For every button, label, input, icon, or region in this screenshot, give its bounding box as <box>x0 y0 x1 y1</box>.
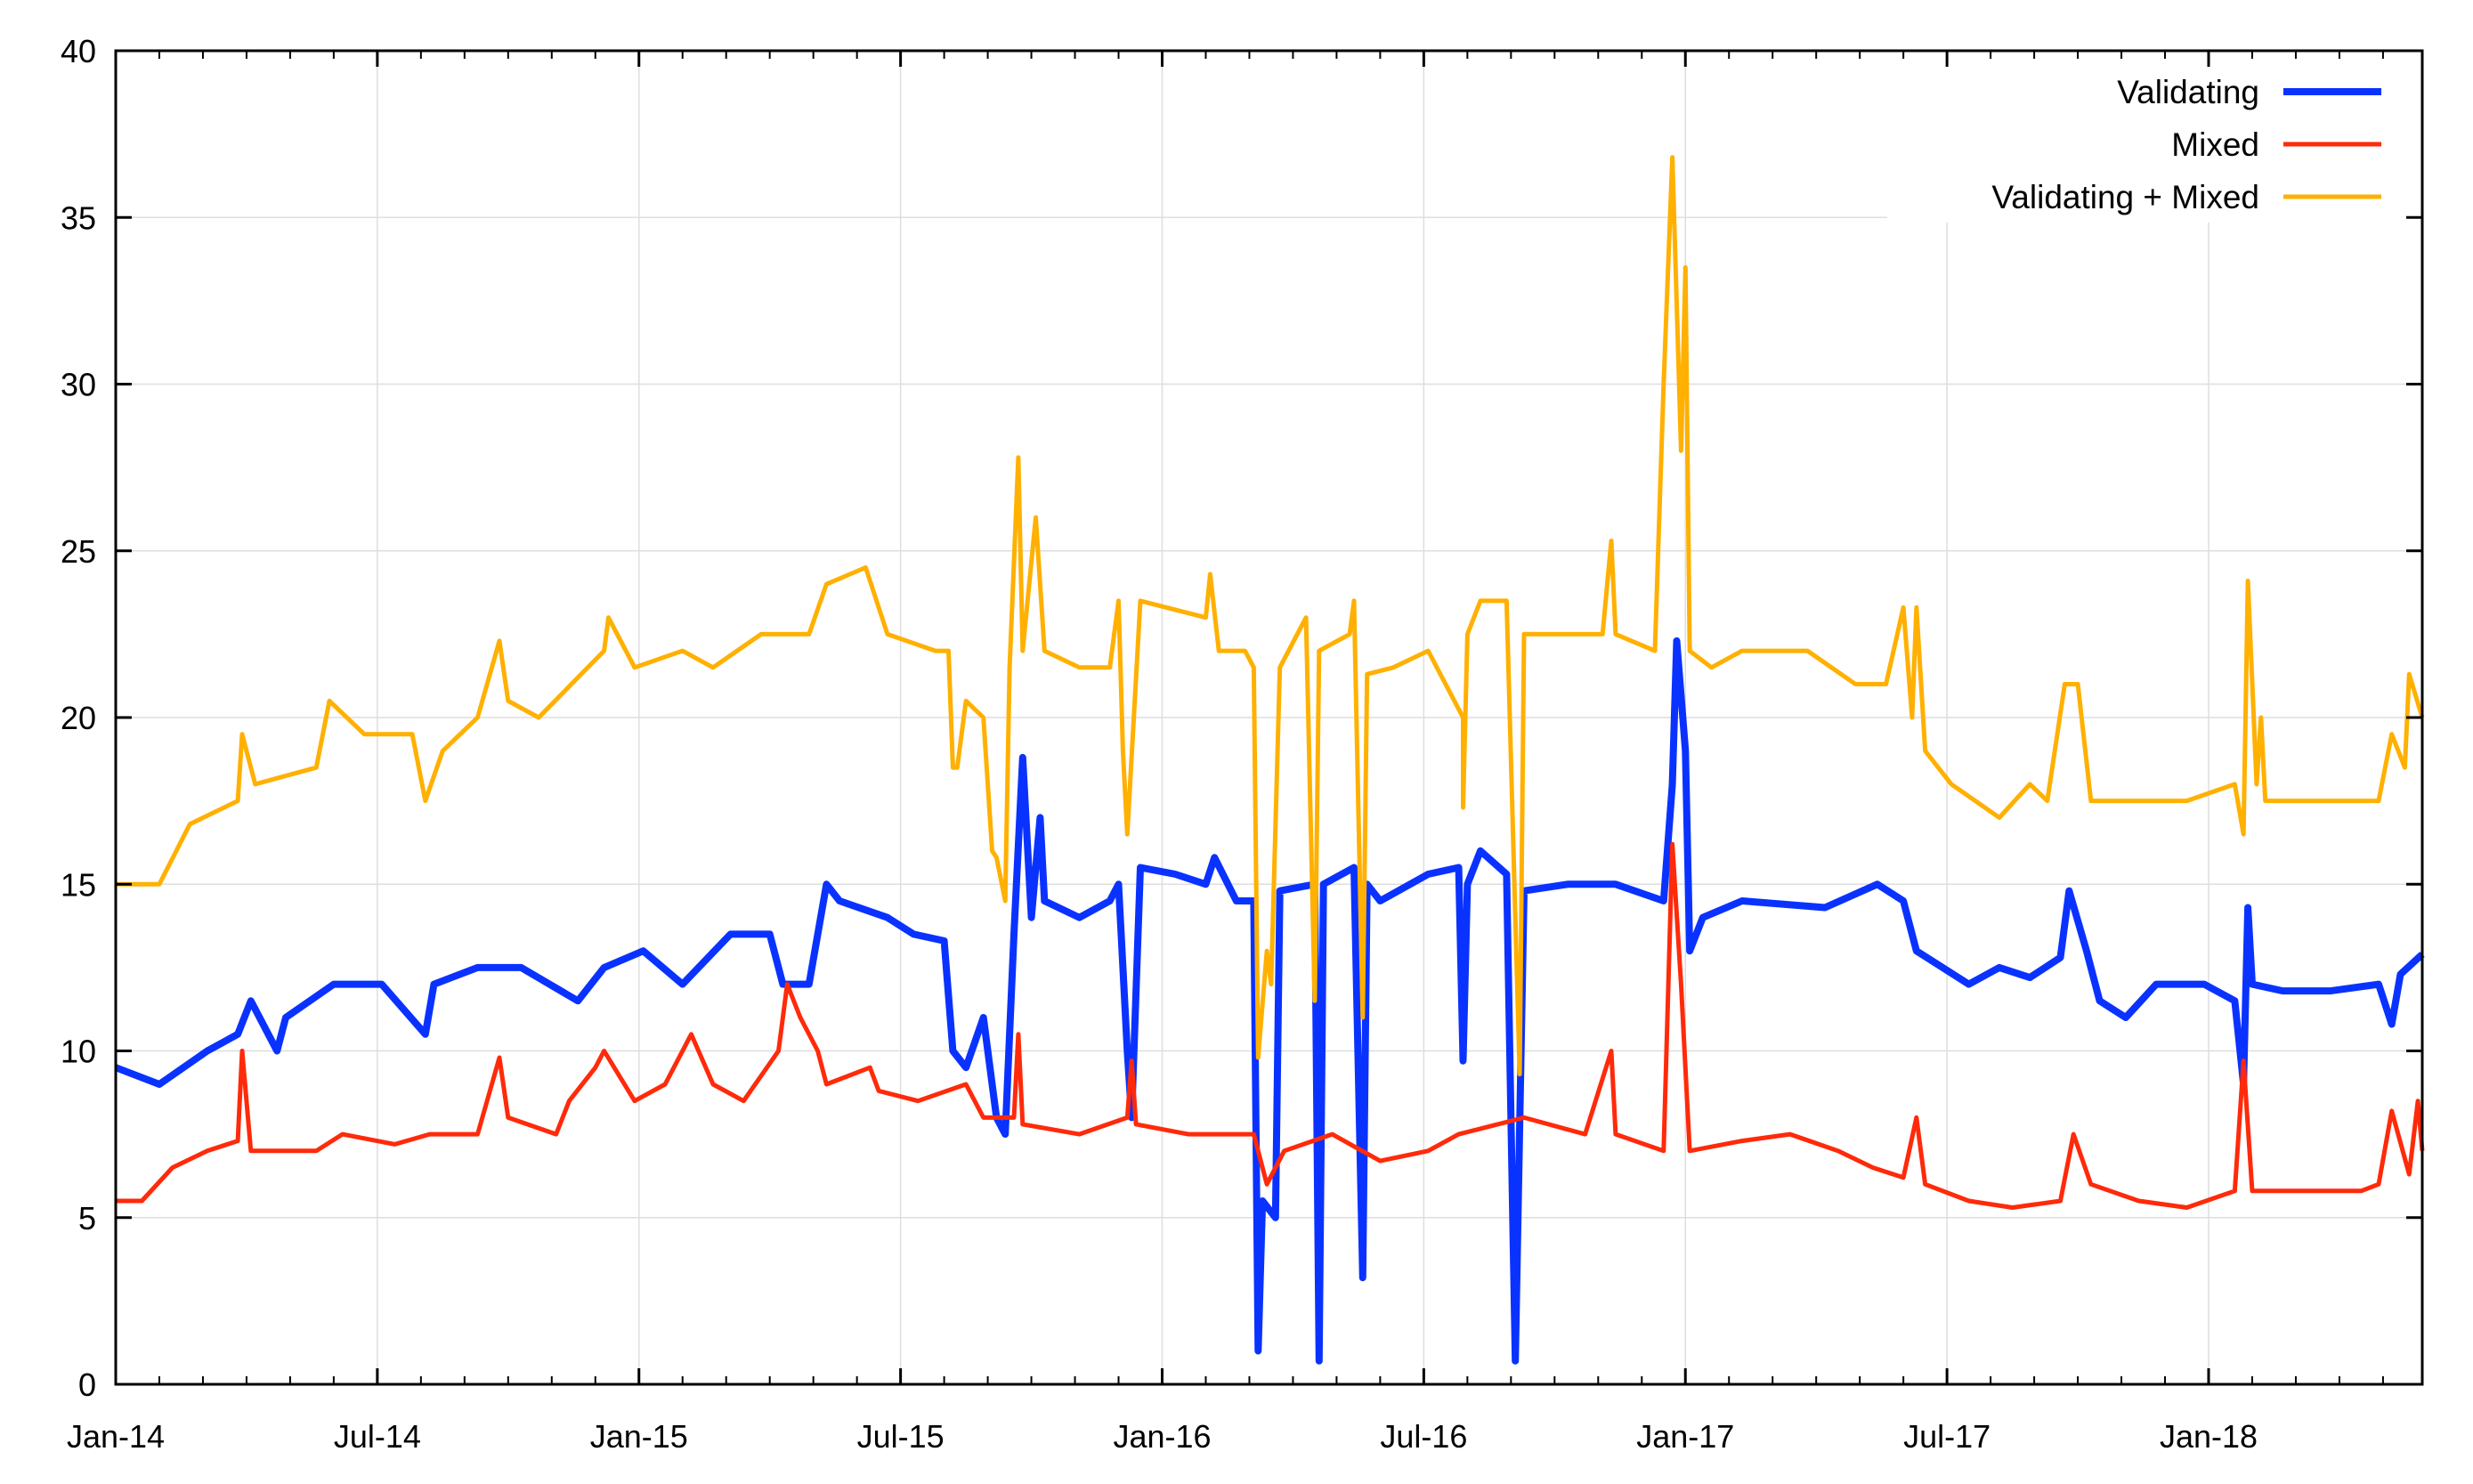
legend-label: Validating + Mixed <box>1991 179 2259 215</box>
y-tick-label: 25 <box>61 533 96 570</box>
legend-label: Validating <box>2117 74 2259 110</box>
y-tick-label: 30 <box>61 367 96 403</box>
y-tick-label: 20 <box>61 700 96 736</box>
y-tick-label: 35 <box>61 199 96 236</box>
x-tick-label: Jul-16 <box>1380 1418 1467 1455</box>
x-tick-label: Jul-14 <box>334 1418 421 1455</box>
legend-background <box>1887 53 2420 223</box>
x-tick-label: Jan-15 <box>590 1418 688 1455</box>
x-tick-label: Jul-15 <box>857 1418 945 1455</box>
y-axis-labels: 0 5 10 15 20 25 30 35 40 <box>61 33 96 1403</box>
series-line-validating-mixed <box>116 155 2425 1077</box>
x-tick-label: Jan-16 <box>1113 1418 1211 1455</box>
ticks <box>114 49 2422 1386</box>
x-tick-label: Jul-17 <box>1903 1418 1991 1455</box>
x-tick-label: Jan-14 <box>67 1418 165 1455</box>
legend-label: Mixed <box>2171 126 2259 163</box>
y-tick-label: 15 <box>61 866 96 903</box>
y-tick-label: 0 <box>78 1366 96 1403</box>
x-tick-label: Jan-18 <box>2160 1418 2258 1455</box>
series-line-mixed <box>116 841 2425 1210</box>
series-line-validating <box>114 637 2425 1365</box>
x-axis-labels: Jan-14 Jul-14 Jan-15 Jul-15 Jan-16 Jul-16 Jan-… <box>67 1418 2258 1455</box>
x-tick-label: Jan-17 <box>1636 1418 1734 1455</box>
series-group <box>114 155 2425 1365</box>
legend: Validating Mixed Validating + Mixed <box>1991 74 2381 215</box>
y-tick-label: 10 <box>61 1034 96 1070</box>
y-tick-label: 40 <box>61 33 96 69</box>
y-tick-label: 5 <box>78 1200 96 1237</box>
